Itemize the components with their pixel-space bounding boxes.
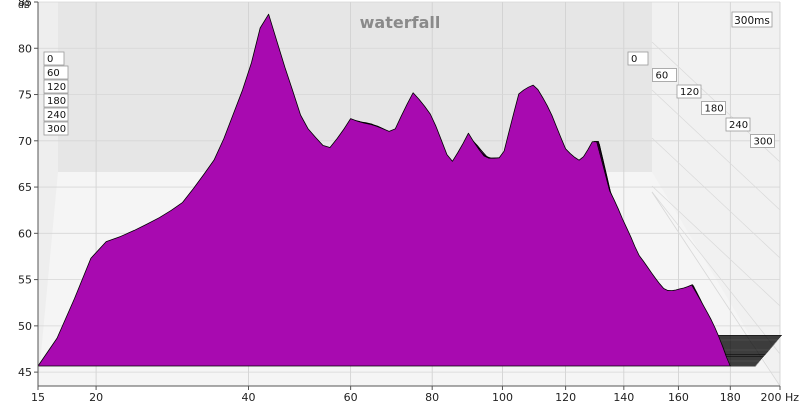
time-label: 120 [47,82,66,93]
chart-title: waterfall [360,13,441,32]
y-tick-label: 85 [18,0,32,9]
x-tick-label: 140 [613,391,634,404]
time-label-box [43,121,69,136]
y-tick-label: 50 [18,320,32,333]
y-tick-label: 80 [18,42,32,55]
time-readout: 300ms [734,15,770,27]
time-label-box [43,65,69,80]
x-tick-label: 15 [31,391,45,404]
depth-grid-line [651,89,781,211]
time-label: 0 [47,54,53,65]
time-label: 300 [754,137,773,148]
waterfall-slice [37,13,756,367]
back-wall [58,2,652,172]
x-tick-label: 180 [720,391,741,404]
time-label-box [725,117,751,132]
time-label: 180 [47,96,66,107]
time-label-box [701,101,726,115]
time-label-box [43,107,69,122]
time-label: 60 [47,68,60,79]
time-labels-left: 0 60 120 180 240 300 [43,51,69,136]
x-tick-label: 40 [241,391,255,404]
time-label: 120 [680,87,699,98]
y-tick-label: 70 [18,135,32,148]
time-labels-right: 0 60 120 180 240 300 [627,51,775,148]
y-unit-label: dB [18,1,30,11]
depth-grid-line [651,185,781,307]
y-tick-label: 65 [18,181,32,194]
time-label: 300 [47,124,66,135]
time-label-box [43,51,65,66]
depth-grid-line [651,191,781,355]
y-tick-label: 60 [18,227,32,240]
y-tick-label: 75 [18,89,32,102]
time-label-box [750,134,775,148]
y-tick-label: 55 [18,274,32,287]
time-label-box [676,84,702,99]
waterfall-slices [37,13,782,367]
time-label-box [652,68,677,82]
x-tick-label: 200 Hz [760,391,799,404]
time-label-box [43,93,69,108]
x-tick-label: 120 [555,391,576,404]
x-tick-label: 80 [425,391,439,404]
time-label-box [627,51,649,66]
time-label: 0 [631,54,637,65]
axes: 15 20 40 60 80 100 120 140 160 180 200 Hz 45 50 55 60 6… [18,0,799,404]
depth-grid-line [651,137,781,259]
time-label: 180 [705,104,724,115]
x-tick-label: 60 [344,391,358,404]
time-readout-box: 300ms [731,11,773,28]
time-label: 240 [47,110,66,121]
y-tick-label: 45 [18,366,32,379]
time-label: 240 [729,120,748,131]
time-label: 60 [656,71,669,82]
x-tick-label: 160 [668,391,689,404]
x-tick-label: 100 [492,391,513,404]
x-tick-label: 20 [89,391,103,404]
time-label-box [43,79,69,94]
